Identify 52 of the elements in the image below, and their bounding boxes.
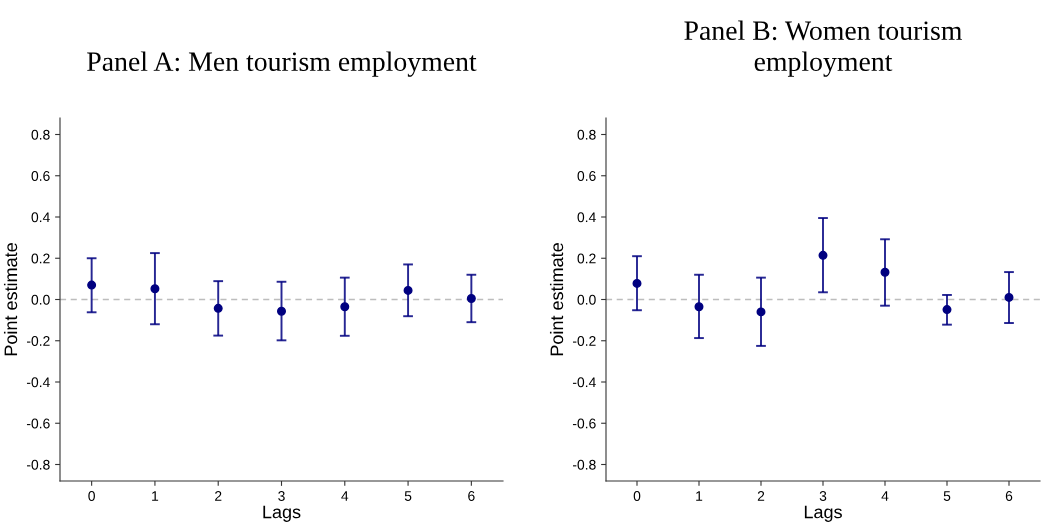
y-tick-label: 0.6 bbox=[31, 171, 50, 181]
x-tick-label: 0 bbox=[633, 491, 641, 501]
y-tick-label: -0.6 bbox=[572, 418, 596, 429]
y-tick-label: 0.0 bbox=[31, 294, 50, 305]
x-tick-label: 1 bbox=[152, 491, 159, 501]
x-tick-label: 1 bbox=[696, 491, 703, 501]
y-tick-label: 0.2 bbox=[31, 253, 50, 264]
point bbox=[213, 303, 223, 313]
y-tick-label: 0.0 bbox=[577, 294, 596, 305]
y-tick-label: -0.2 bbox=[572, 336, 596, 346]
chart-title: Panel B: Women tourism employment bbox=[684, 20, 963, 77]
point bbox=[880, 267, 890, 277]
x-tick-label: 4 bbox=[881, 491, 889, 501]
x-tick-label: 5 bbox=[943, 491, 951, 501]
point bbox=[756, 307, 766, 317]
y-tick-label: -0.2 bbox=[26, 336, 50, 346]
x-tick-label: 2 bbox=[757, 491, 765, 501]
y-tick-label: 0.4 bbox=[31, 212, 50, 223]
chart-title: Panel A: Men tourism employment bbox=[87, 51, 477, 77]
y-tick-label: 0.4 bbox=[577, 212, 596, 223]
y-axis-title: Point estimate bbox=[3, 243, 18, 356]
point bbox=[942, 305, 952, 315]
x-tick-label: 5 bbox=[404, 491, 412, 501]
x-axis-title: Lags bbox=[263, 505, 301, 522]
x-tick-label: 0 bbox=[88, 491, 95, 501]
x-tick-label: 3 bbox=[819, 491, 827, 501]
point bbox=[632, 278, 642, 288]
point bbox=[818, 250, 828, 260]
y-tick-label: -0.6 bbox=[26, 418, 50, 429]
y-tick-label: 0.8 bbox=[577, 129, 596, 140]
x-axis-title: Lags bbox=[804, 505, 842, 522]
y-tick-label: 0.8 bbox=[31, 129, 50, 140]
point bbox=[466, 293, 476, 303]
point bbox=[87, 280, 97, 290]
y-tick-label: -0.8 bbox=[572, 459, 596, 470]
y-tick-label: -0.4 bbox=[26, 377, 50, 388]
y-tick-label: -0.4 bbox=[572, 377, 596, 388]
point bbox=[150, 284, 160, 294]
y-tick-label: 0.2 bbox=[577, 253, 596, 264]
y-tick-label: -0.8 bbox=[26, 459, 50, 470]
point bbox=[277, 306, 286, 316]
point bbox=[403, 285, 413, 295]
point bbox=[340, 302, 350, 312]
y-tick-label: 0.6 bbox=[577, 171, 596, 181]
x-tick-label: 6 bbox=[1005, 491, 1013, 501]
x-tick-label: 3 bbox=[278, 491, 285, 501]
x-tick-label: 6 bbox=[468, 491, 475, 501]
point bbox=[694, 302, 704, 312]
y-axis-title: Point estimate bbox=[549, 243, 564, 356]
x-tick-label: 2 bbox=[215, 491, 222, 501]
point bbox=[1004, 292, 1014, 302]
x-tick-label: 4 bbox=[341, 491, 349, 501]
